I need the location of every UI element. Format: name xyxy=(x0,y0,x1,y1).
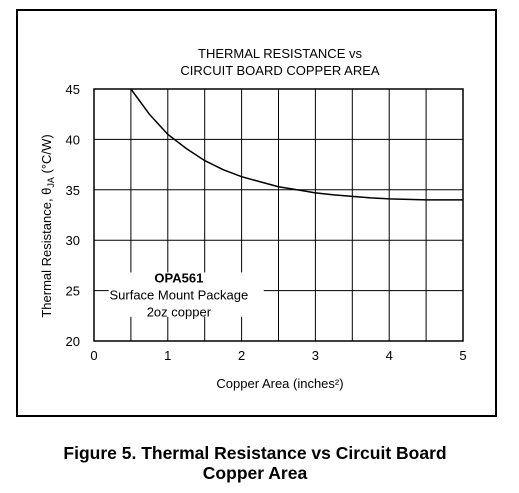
y-tick-label: 40 xyxy=(66,132,80,147)
y-tick-label: 25 xyxy=(66,284,80,299)
figure-caption-line-1: Figure 5. Thermal Resistance vs Circuit … xyxy=(63,443,447,463)
chart-title: THERMAL RESISTANCE vs CIRCUIT BOARD COPP… xyxy=(180,46,379,78)
series-line xyxy=(130,88,463,201)
figure-caption: Figure 5. Thermal Resistance vs Circuit … xyxy=(0,443,510,483)
x-tick-label: 1 xyxy=(164,348,171,363)
y-tick-label: 20 xyxy=(66,334,80,349)
chart-frame: THERMAL RESISTANCE vs CIRCUIT BOARD COPP… xyxy=(16,9,497,417)
annotation-line: 2oz copper xyxy=(147,305,212,320)
y-tick-label: 45 xyxy=(66,82,80,97)
x-tick-label: 0 xyxy=(90,348,97,363)
x-tick-label: 2 xyxy=(238,348,245,363)
chart-title-line-1: THERMAL RESISTANCE vs xyxy=(198,46,362,61)
x-axis-label: Copper Area (inches²) xyxy=(216,376,343,391)
x-tick-label: 4 xyxy=(386,348,393,363)
figure-caption-line-2: Copper Area xyxy=(202,463,308,483)
annotation-title: OPA561 xyxy=(154,271,203,286)
plot-border xyxy=(93,88,464,342)
annotation-background xyxy=(108,272,264,317)
x-tick-label: 5 xyxy=(459,348,466,363)
x-tick-label: 3 xyxy=(312,348,319,363)
y-axis-label: Thermal Resistance, θJA (°C/W) xyxy=(39,134,56,317)
annotation-line: Surface Mount Package xyxy=(109,288,248,303)
thermal-resistance-chart: THERMAL RESISTANCE vs CIRCUIT BOARD COPP… xyxy=(39,46,467,391)
chart-title-line-2: CIRCUIT BOARD COPPER AREA xyxy=(180,63,379,78)
y-tick-label: 35 xyxy=(66,183,80,198)
y-tick-label: 30 xyxy=(66,233,80,248)
